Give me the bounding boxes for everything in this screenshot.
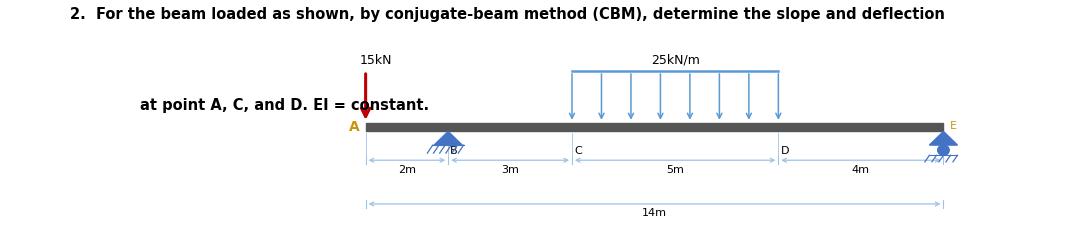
Polygon shape — [929, 132, 957, 145]
Text: 15kN: 15kN — [359, 54, 392, 67]
Text: D: D — [780, 146, 789, 156]
Text: A: A — [349, 120, 359, 134]
Text: B: B — [450, 146, 457, 156]
Bar — [366, 123, 943, 132]
Text: 2.  For the beam loaded as shown, by conjugate-beam method (CBM), determine the : 2. For the beam loaded as shown, by conj… — [70, 7, 945, 22]
Text: at point A, C, and D. EI = constant.: at point A, C, and D. EI = constant. — [140, 98, 429, 112]
Text: 25kN/m: 25kN/m — [651, 54, 699, 67]
Text: C: C — [574, 146, 582, 156]
Text: 14m: 14m — [642, 208, 667, 218]
Text: 4m: 4m — [852, 165, 870, 175]
Text: E: E — [950, 121, 957, 131]
Circle shape — [938, 145, 950, 155]
Text: 5m: 5m — [666, 165, 684, 175]
Text: 2m: 2m — [398, 165, 415, 175]
Polygon shape — [434, 132, 462, 145]
Text: 3m: 3m — [501, 165, 519, 175]
